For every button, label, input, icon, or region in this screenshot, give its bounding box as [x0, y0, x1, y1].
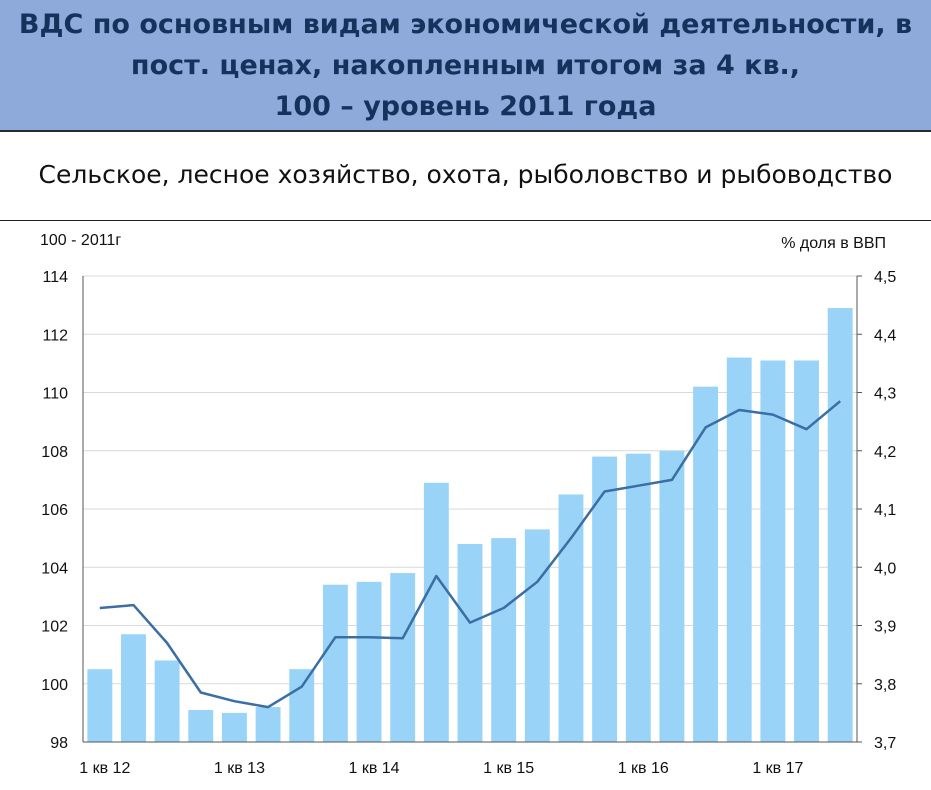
right-tick-label: 3,9	[874, 619, 896, 636]
bar	[322, 584, 348, 742]
right-axis-title: % доля в ВВП	[781, 235, 886, 252]
share-line	[99, 400, 841, 709]
bar	[794, 360, 819, 742]
combo-chart: 98 100 102 104 106 108 110 112 114 3,7 3,8 3,9 4,0 4,…	[40, 232, 896, 777]
x-tick-label: 1 кв 13	[214, 760, 265, 777]
right-tick-label: 4,3	[874, 386, 896, 403]
right-tick-label: 4,0	[874, 560, 896, 577]
x-tick-label: 1 кв 17	[752, 760, 803, 777]
bar	[154, 660, 180, 742]
left-tick-label: 114	[42, 269, 68, 286]
bar	[121, 634, 146, 742]
left-tick-label: 112	[42, 327, 68, 344]
bar	[760, 360, 786, 742]
bar	[693, 386, 719, 742]
chart-subtitle: Сельское, лесное хозяйство, охота, рыбол…	[38, 160, 893, 189]
left-tick-label: 98	[50, 735, 68, 752]
bar	[524, 529, 550, 742]
bar	[255, 707, 281, 742]
right-tick-label: 4,5	[874, 269, 896, 286]
x-tick-label: 1 кв 15	[483, 760, 534, 777]
left-tick-label: 108	[41, 444, 68, 461]
left-tick-label: 104	[41, 560, 68, 577]
bar	[356, 581, 382, 742]
bar	[726, 357, 752, 742]
left-tick-label: 110	[42, 386, 68, 403]
bar	[390, 573, 416, 742]
header-line-2: пост. ценах, накопленным итогом за 4 кв.…	[130, 49, 801, 81]
axes: 98 100 102 104 106 108 110 112 114 3,7 3,8 3,9 4,0 4,…	[41, 269, 896, 777]
right-tick-label: 4,1	[874, 502, 896, 519]
right-tick-label: 4,4	[874, 327, 896, 344]
bar	[592, 456, 618, 742]
bar	[827, 308, 853, 742]
bar	[221, 712, 247, 742]
right-tick-label: 3,8	[874, 677, 896, 694]
left-tick-label: 100	[41, 677, 68, 694]
left-tick-label: 102	[41, 619, 68, 636]
left-tick-label: 106	[41, 502, 68, 519]
header-line-3: 100 – уровень 2011 года	[274, 90, 657, 122]
grid-lines	[83, 275, 857, 743]
bar	[188, 709, 214, 742]
bar	[558, 494, 584, 742]
bar	[87, 669, 113, 742]
right-tick-label: 4,2	[874, 444, 896, 461]
bar	[289, 669, 315, 742]
bar	[625, 453, 651, 742]
right-tick-label: 3,7	[874, 735, 896, 752]
chart-container: 98 100 102 104 106 108 110 112 114 3,7 3,8 3,9 4,0 4,…	[0, 220, 931, 790]
x-tick-label: 1 кв 14	[348, 760, 399, 777]
x-tick-label: 1 кв 12	[79, 760, 130, 777]
header-banner: ВДС по основным видам экономической деят…	[0, 0, 931, 132]
bar	[423, 482, 449, 742]
line-series	[99, 400, 841, 709]
bar	[659, 450, 685, 742]
bar-series	[87, 308, 853, 742]
x-tick-label: 1 кв 16	[618, 760, 669, 777]
header-line-1: ВДС по основным видам экономической деят…	[18, 8, 913, 40]
bar	[491, 538, 517, 742]
bar	[457, 543, 483, 742]
left-axis-title: 100 - 2011г	[40, 232, 121, 249]
